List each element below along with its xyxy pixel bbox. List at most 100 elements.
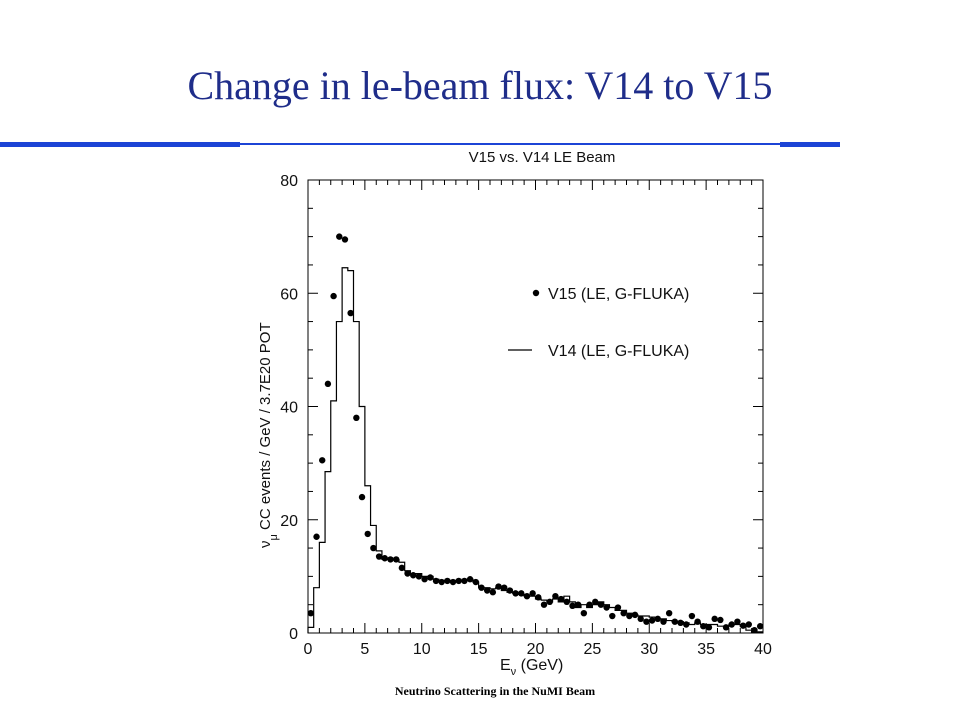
slide-footer: Neutrino Scattering in the NuMI Beam [394,684,596,698]
chart-title: V15 vs. V14 LE Beam [469,149,616,166]
series-v15-point [324,380,332,388]
series-v15-point [387,556,394,563]
x-axis-label: Eν (GeV) [500,657,563,678]
series-v15-point [660,618,667,625]
series-v15-point [557,595,565,603]
series-v15-point [370,544,377,552]
series-v15-point [336,233,343,240]
title-rule-right [780,142,840,147]
series-v15-point [751,626,758,634]
series-v15-point [404,570,411,577]
series-v15-point [319,457,326,464]
x-tick-label: 25 [583,641,601,658]
series-v15-point [671,618,679,625]
series-v15-point [722,624,730,631]
series-v15-point [495,583,502,590]
series-v15-point [472,578,479,586]
series-v15-point [518,590,525,597]
series-v15-point [563,598,570,606]
series-v15-point [529,590,536,597]
y-tick-label: 20 [280,513,298,530]
series-v15-point [353,414,360,422]
y-tick-label: 80 [280,173,298,190]
x-tick-label: 0 [304,641,313,658]
series-v15-point [415,573,423,580]
series-v15-point [677,619,684,627]
series-v15-point [643,618,650,625]
series-v15-point [688,612,696,620]
series-v15-point [648,617,656,624]
series-v15-point [631,611,639,619]
series-v15-point [569,602,576,610]
legend: V15 (LE, G-FLUKA) V14 (LE, G-FLUKA) [508,286,689,360]
series-v15-point [506,587,514,594]
series-v15-point [375,553,383,560]
series-v15-point [523,592,531,600]
legend-marker-v15 [532,289,540,297]
series-v15-point [512,590,519,597]
series-v15-point [609,612,616,620]
series-v15-point [637,615,644,623]
series-v15-point [683,621,690,628]
series-v15-point [535,594,542,601]
x-tick-label: 40 [754,641,772,658]
series-v15-point [745,621,752,628]
series-v15-point [444,577,451,585]
series-v15-point [427,574,434,581]
series-v15-point [540,601,548,608]
series-v14-step-line [307,267,763,633]
series-v15-point [347,309,354,317]
series-v15-point [501,584,508,591]
series-v15-point [574,601,582,608]
series-v15-point [705,624,713,631]
series-v15-point [603,604,610,611]
series-v15-point [307,609,315,617]
series-v15-point [552,592,559,600]
series-v15-point [466,576,474,583]
series-v15-point [381,555,388,562]
series-v15-point [620,609,627,617]
title-rule-left [0,142,240,147]
series-v15-point [461,577,468,585]
legend-label-v14: V14 (LE, G-FLUKA) [548,343,689,360]
x-tick-label: 15 [470,641,488,658]
y-axis-label: νμ CC events / GeV / 3.7E20 POT [257,322,280,548]
series-v15-point [728,621,735,628]
series-v15-point [478,584,485,591]
series-v15-point [756,623,764,630]
series-v15-point [432,577,440,585]
series-v15-point [330,292,337,300]
series-v15-point [421,576,428,583]
y-tick-label: 0 [289,626,298,643]
series-v15-point [438,578,445,586]
y-tick-label: 60 [280,286,298,303]
series-v15-point [734,618,741,625]
legend-label-v15: V15 (LE, G-FLUKA) [548,286,689,303]
x-tick-label: 10 [413,641,431,658]
x-tick-label: 30 [640,641,658,658]
series-v15-point [580,609,588,617]
y-tick-label: 40 [280,400,298,417]
series-v15-point [313,533,320,540]
series-v15-point [364,530,371,538]
x-tick-label: 35 [697,641,715,658]
series-v15-point [700,623,707,630]
x-tick-label: 20 [527,641,545,658]
series-v15-point [483,587,491,594]
series-v15-point [489,589,497,596]
series-v15-point [597,601,605,608]
series-v15-point [592,598,599,606]
series-v15-point [586,601,593,608]
title-rule-middle [240,143,780,145]
series-v15-point [614,604,622,611]
slide-title: Change in le-beam flux: V14 to V15 [187,63,773,108]
series-v15-point [717,616,724,624]
series-v15-point [694,618,701,625]
series-v15-point [455,577,462,585]
series-v15-point [410,572,417,579]
series-v15-point [449,578,457,586]
series-v15-point [546,598,553,606]
series-v15-point [398,564,406,572]
series-v15-point [711,615,718,623]
